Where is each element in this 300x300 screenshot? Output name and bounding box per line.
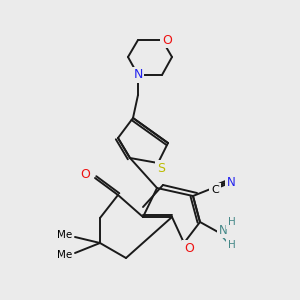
Text: Me: Me bbox=[57, 250, 73, 260]
Text: Me: Me bbox=[57, 230, 73, 240]
Text: H: H bbox=[228, 217, 236, 227]
Text: N: N bbox=[219, 224, 227, 236]
Text: O: O bbox=[162, 34, 172, 46]
Text: O: O bbox=[184, 242, 194, 254]
Text: N: N bbox=[133, 68, 143, 82]
Text: H: H bbox=[228, 240, 236, 250]
Text: S: S bbox=[157, 161, 165, 175]
Text: O: O bbox=[80, 169, 90, 182]
Text: N: N bbox=[226, 176, 236, 188]
Text: C: C bbox=[211, 185, 219, 195]
